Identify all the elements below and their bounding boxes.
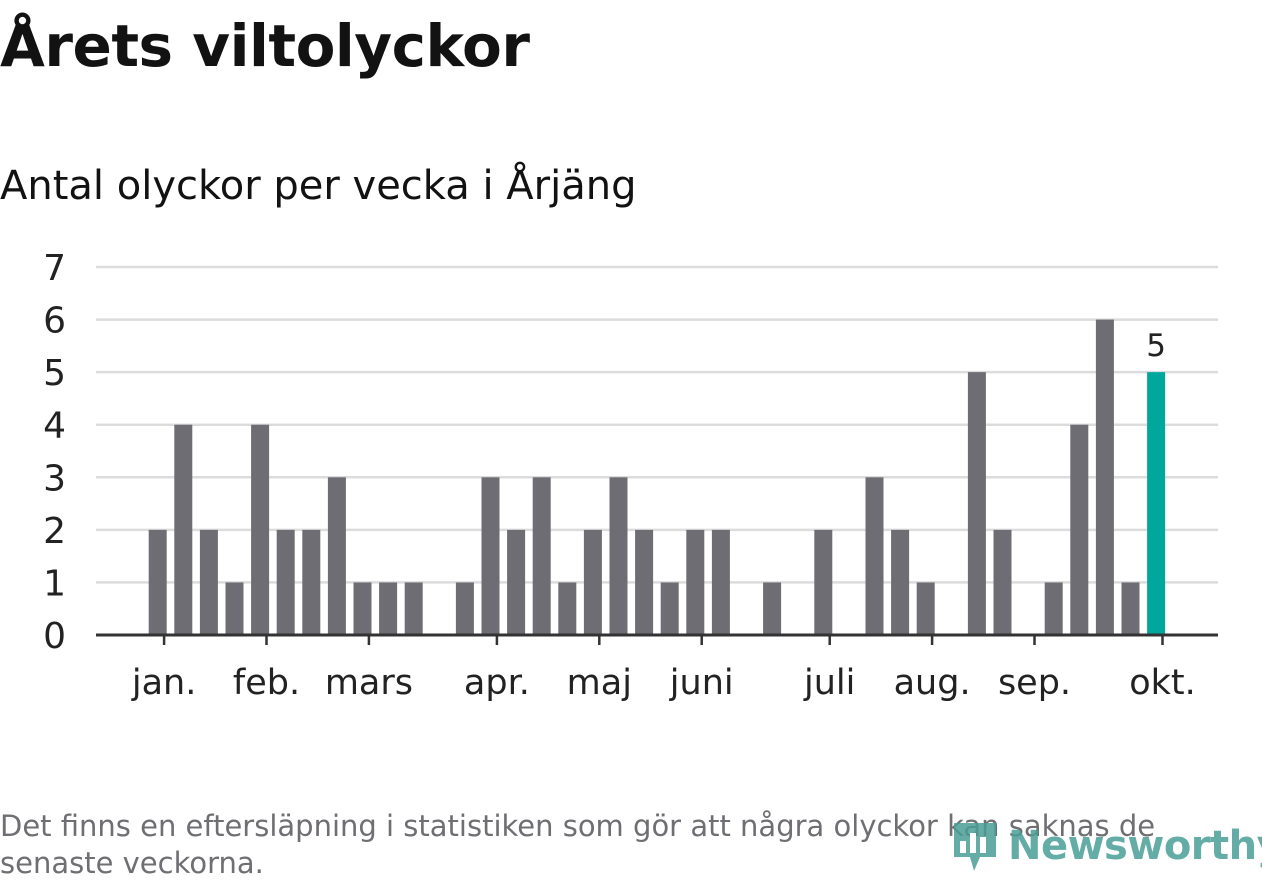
bar <box>507 529 526 635</box>
bar <box>583 529 602 635</box>
x-tick-label: feb. <box>233 663 300 703</box>
bar <box>404 582 423 635</box>
bar <box>276 529 295 635</box>
y-tick-label: 7 <box>43 248 66 289</box>
y-tick-label: 5 <box>43 353 66 394</box>
bar <box>865 477 884 635</box>
x-tick-label: maj <box>567 663 632 703</box>
y-tick-label: 2 <box>43 511 66 552</box>
bar <box>967 372 986 635</box>
bar <box>1095 319 1114 635</box>
x-tick-label: mars <box>325 663 413 703</box>
y-tick-label: 0 <box>43 616 66 657</box>
bar <box>1121 582 1140 635</box>
bar <box>891 529 910 635</box>
y-tick-label: 4 <box>43 406 66 447</box>
x-tick-label: apr. <box>464 663 530 703</box>
bar-chart-logo-icon <box>954 823 996 871</box>
bar <box>1044 582 1063 635</box>
y-tick-label: 6 <box>43 301 66 342</box>
bar <box>174 424 193 635</box>
bar <box>1070 424 1089 635</box>
bar <box>609 477 628 635</box>
bar <box>199 529 218 635</box>
x-tick-label: juni <box>669 663 734 703</box>
bar-highlight <box>1147 372 1166 635</box>
x-tick-label: okt. <box>1129 663 1196 703</box>
x-tick-label: aug. <box>894 663 971 703</box>
bar <box>814 529 833 635</box>
bar <box>251 424 270 635</box>
bar <box>148 529 167 635</box>
bar <box>302 529 321 635</box>
bar <box>481 477 500 635</box>
bar <box>353 582 372 635</box>
data-label: 5 <box>1146 328 1166 364</box>
chart-title: Årets viltolyckor <box>0 12 530 80</box>
bar <box>686 529 705 635</box>
bar <box>558 582 577 635</box>
logo-text: Newsworthy <box>1008 823 1262 869</box>
newsworthy-logo: Newsworthy <box>950 814 1262 878</box>
bar <box>916 582 935 635</box>
bar <box>711 529 730 635</box>
bar <box>532 477 551 635</box>
x-tick-label: sep. <box>998 663 1071 703</box>
chart-subtitle: Antal olyckor per vecka i Årjäng <box>0 163 637 209</box>
bar <box>763 582 782 635</box>
x-tick-label: juli <box>803 663 855 703</box>
y-tick-label: 1 <box>43 563 66 604</box>
bar <box>993 529 1012 635</box>
bar <box>327 477 346 635</box>
bar <box>225 582 244 635</box>
bar <box>635 529 654 635</box>
bar <box>455 582 474 635</box>
bar <box>660 582 679 635</box>
y-tick-label: 3 <box>43 458 66 499</box>
bar <box>379 582 398 635</box>
x-tick-label: jan. <box>131 663 196 703</box>
